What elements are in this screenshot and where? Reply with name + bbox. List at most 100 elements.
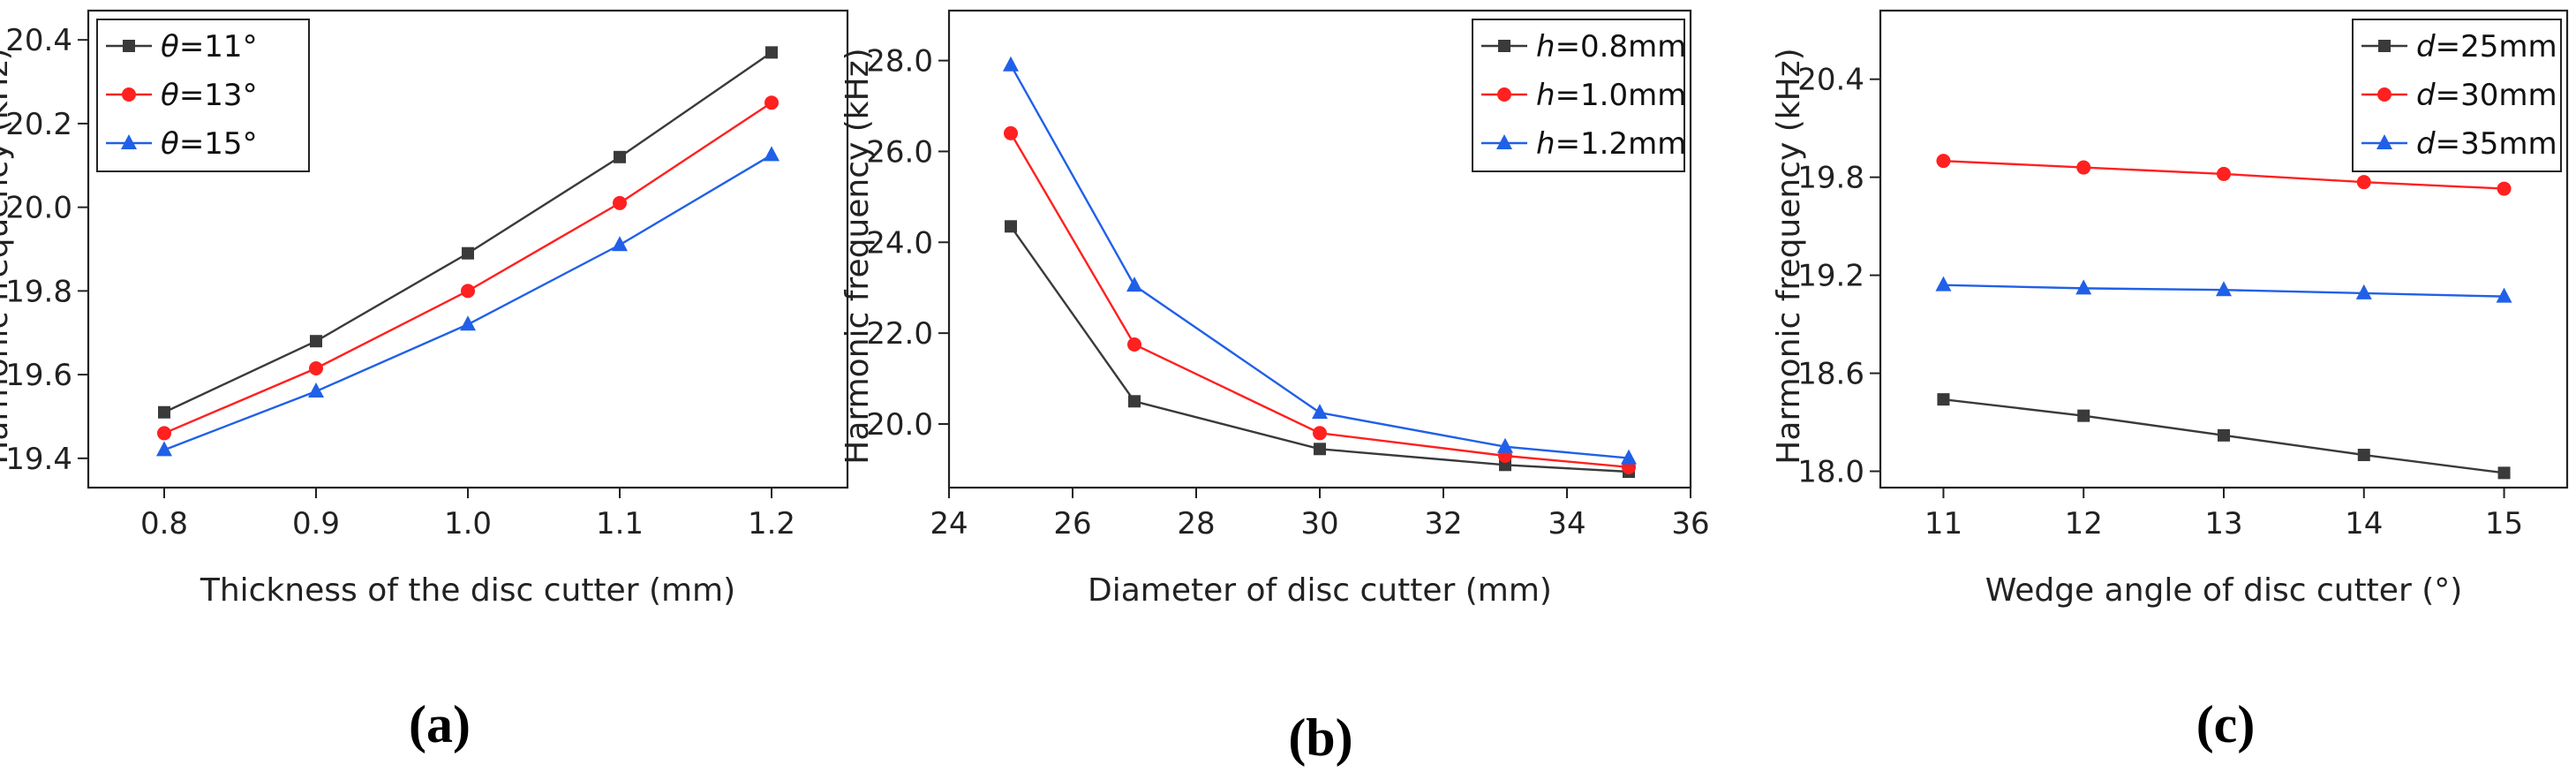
y-axis-label: Harmonic frequency (kHz) — [1771, 48, 1807, 464]
y-tick-label: 22.0 — [866, 316, 933, 352]
legend-marker — [1496, 134, 1512, 149]
legend-label: d=25mm — [2416, 29, 2557, 64]
x-tick-label: 1.1 — [596, 506, 644, 541]
x-axis-label: Diameter of disc cutter (mm) — [1088, 572, 1552, 609]
series-2 — [156, 146, 780, 457]
data-point — [614, 150, 626, 163]
y-tick-label: 19.6 — [5, 358, 72, 393]
data-point — [2075, 279, 2092, 295]
legend-value: =25mm — [2436, 29, 2557, 64]
series-line — [163, 154, 772, 451]
data-point — [1126, 276, 1142, 292]
x-tick-label: 0.8 — [140, 506, 188, 541]
y-tick-label: 20.2 — [5, 107, 72, 142]
legend-value: =30mm — [2436, 78, 2557, 113]
legend-label: d=30mm — [2416, 78, 2557, 113]
x-tick-label: 26 — [1053, 506, 1091, 541]
data-point — [613, 195, 627, 210]
data-point — [2355, 284, 2372, 299]
panel-label: (c) — [2196, 695, 2256, 753]
legend-marker — [2376, 134, 2392, 149]
data-point — [1005, 220, 1017, 233]
y-tick-label: 20.0 — [866, 407, 933, 443]
legend-label: h=0.8mm — [1536, 29, 1686, 64]
legend-marker — [123, 40, 135, 52]
legend-marker — [2377, 87, 2391, 102]
y-axis-label: Harmonic frequency (kHz) — [840, 48, 876, 464]
data-point — [765, 95, 779, 110]
panel-label: (a) — [409, 695, 471, 753]
data-point — [2077, 409, 2090, 422]
data-point — [1314, 443, 1326, 456]
legend-marker — [121, 134, 137, 149]
data-point — [1312, 404, 1328, 420]
series-2 — [1003, 56, 1637, 465]
x-tick-label: 30 — [1300, 506, 1338, 541]
data-point — [1936, 154, 1951, 169]
data-point — [2496, 287, 2512, 303]
legend-value: =15° — [179, 126, 258, 162]
y-tick-label: 19.8 — [1797, 161, 1864, 196]
series-0 — [158, 46, 778, 419]
data-point — [310, 335, 322, 348]
data-point — [1004, 125, 1018, 140]
x-tick-label: 11 — [1924, 506, 1962, 541]
series-1 — [1004, 125, 1636, 474]
x-tick-label: 28 — [1177, 506, 1215, 541]
x-tick-label: 36 — [1671, 506, 1709, 541]
legend-label: θ=15° — [161, 126, 258, 162]
data-point — [308, 382, 324, 398]
data-point — [765, 46, 778, 59]
data-point — [2356, 175, 2371, 190]
x-tick-label: 24 — [930, 506, 968, 541]
data-point — [1935, 276, 1952, 292]
x-tick-label: 14 — [2345, 506, 2383, 541]
data-point — [2357, 449, 2370, 462]
y-axis-label: Harmonic frequency (kHz) — [0, 48, 15, 464]
legend-variable: θ — [161, 29, 179, 64]
y-tick-label: 19.4 — [5, 442, 72, 477]
data-point — [2497, 466, 2511, 480]
y-tick-label: 18.6 — [1797, 357, 1864, 392]
y-tick-label: 28.0 — [866, 44, 933, 80]
legend-label: θ=11° — [161, 29, 258, 64]
data-point — [461, 284, 475, 299]
y-tick-label: 26.0 — [866, 134, 933, 170]
data-point — [460, 315, 476, 331]
legend-variable: d — [2416, 78, 2436, 113]
legend-value: =1.2mm — [1555, 126, 1687, 162]
data-point — [1003, 56, 1019, 72]
data-point — [2217, 166, 2231, 181]
legend-value: =1.0mm — [1555, 78, 1687, 113]
legend-variable: h — [1536, 29, 1555, 64]
legend-value: =35mm — [2436, 126, 2557, 162]
legend-label: h=1.0mm — [1536, 78, 1686, 113]
legend-label: θ=13° — [161, 78, 258, 113]
data-point — [764, 146, 780, 162]
data-point — [2076, 160, 2091, 175]
data-point — [1497, 437, 1513, 453]
data-point — [1127, 337, 1141, 352]
y-tick-label: 20.4 — [5, 23, 72, 58]
series-0 — [1937, 393, 2511, 480]
legend-label: h=1.2mm — [1536, 126, 1686, 162]
data-point — [2216, 281, 2232, 297]
panel-b: 24 26 28 30 32 34 36 20.0 22.0 24.0 26.0 28.0 Diamet… — [840, 9, 1710, 767]
data-point — [2218, 428, 2230, 442]
legend-marker — [1498, 40, 1510, 52]
legend-variable: d — [2416, 29, 2436, 64]
x-tick-label: 1.2 — [748, 506, 795, 541]
series-2 — [1935, 276, 2512, 303]
data-point — [1128, 395, 1141, 408]
data-point — [157, 426, 171, 441]
panel-c: 11 12 13 14 15 18.0 18.6 19.2 19.8 20.4 Wedge angl… — [1771, 9, 2569, 753]
data-point — [156, 441, 172, 457]
x-axis-label: Thickness of the disc cutter (mm) — [200, 572, 735, 609]
legend-variable: h — [1536, 78, 1555, 113]
x-tick-label: 12 — [2065, 506, 2103, 541]
legend-marker — [122, 87, 136, 102]
data-point — [1937, 393, 1950, 406]
x-tick-label: 0.9 — [292, 506, 340, 541]
